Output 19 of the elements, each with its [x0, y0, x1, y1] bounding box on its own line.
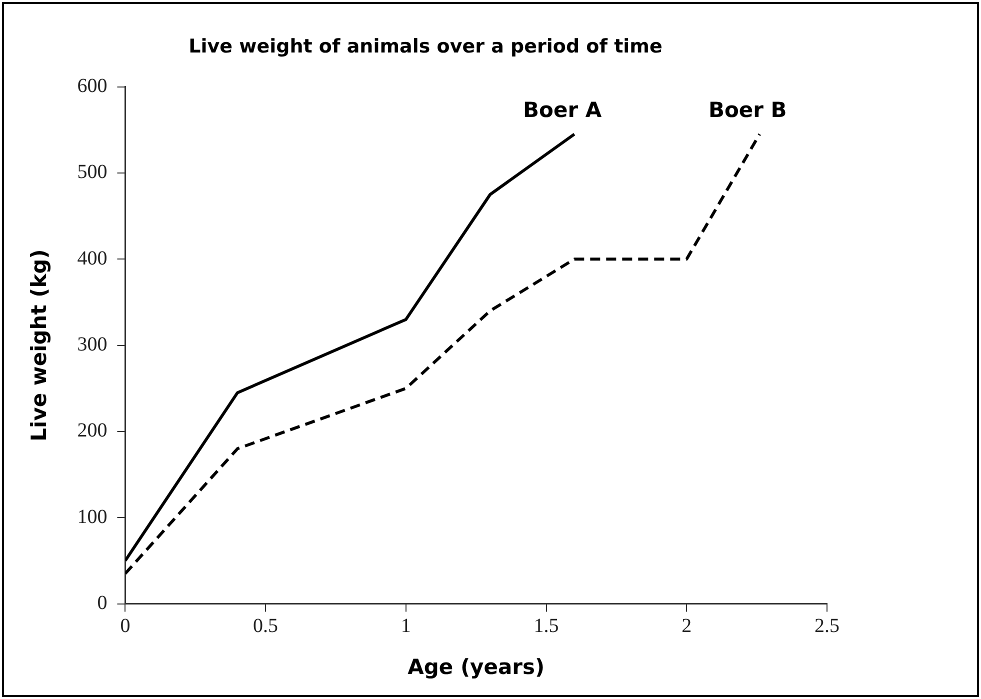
x-tick-label: 2 — [682, 615, 692, 638]
chart-title: Live weight of animals over a period of time — [188, 35, 662, 58]
x-axis-title: Age (years) — [408, 654, 545, 679]
y-tick-label: 100 — [77, 506, 108, 528]
y-tick-label: 300 — [77, 334, 108, 356]
x-tick-label: 2.5 — [814, 615, 840, 638]
y-tick-label: 0 — [97, 592, 108, 614]
x-tick-label: 1.5 — [534, 615, 559, 638]
y-tick-label: 600 — [77, 75, 108, 98]
y-tick-label: 500 — [77, 161, 108, 184]
line-series — [125, 132, 762, 576]
y-tick-label: 200 — [77, 420, 108, 442]
x-tick-label: 1 — [400, 615, 411, 638]
series-label: Boer A — [523, 98, 602, 122]
x-tick-label: 0.5 — [253, 615, 278, 638]
y-tick-label: 400 — [77, 247, 108, 270]
x-tick-label: 0 — [120, 615, 130, 638]
y-axis-title: Live weight (kg) — [27, 249, 52, 442]
series-label: Boer B — [708, 98, 787, 122]
